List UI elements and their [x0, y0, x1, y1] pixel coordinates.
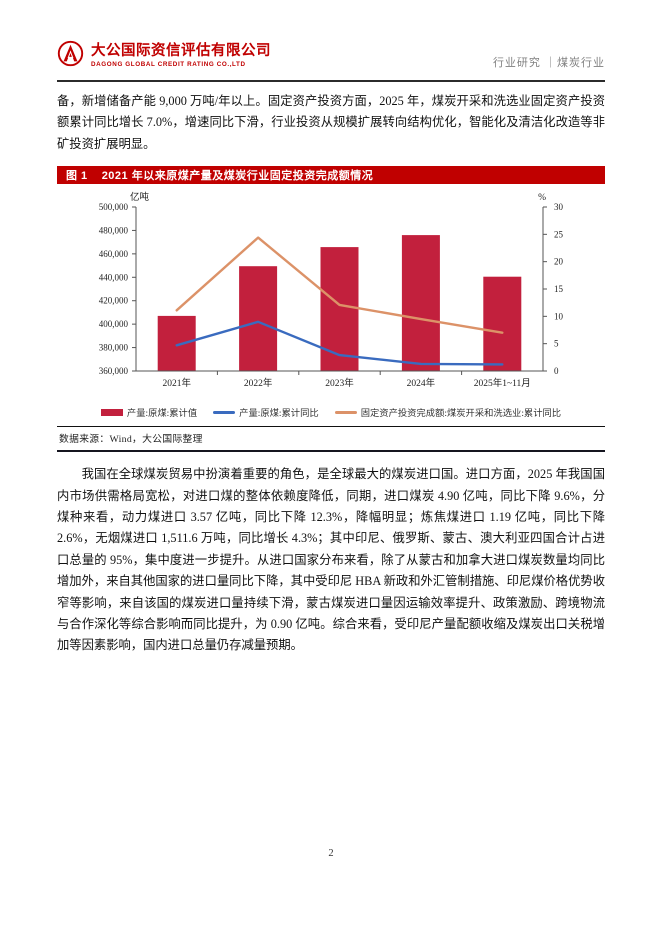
dagong-logo-icon — [57, 40, 84, 72]
figure-title-bar: 图 1 2021 年以来原煤产量及煤炭行业固定投资完成额情况 — [57, 166, 605, 185]
company-name-en: DAGONG GLOBAL CREDIT RATING CO.,LTD — [91, 60, 246, 68]
header-section-label: 行业研究 ｜煤炭行业 — [492, 57, 605, 69]
svg-text:420,000: 420,000 — [99, 296, 129, 306]
svg-text:亿吨: 亿吨 — [130, 191, 150, 203]
legend-label: 产量:原煤:累计同比 — [239, 409, 319, 420]
svg-text:%: % — [538, 193, 546, 203]
svg-text:460,000: 460,000 — [99, 249, 129, 259]
legend-line-swatch — [213, 410, 236, 414]
svg-text:20: 20 — [554, 257, 564, 267]
svg-text:15: 15 — [554, 284, 564, 294]
figure1-chart-area: 360,000 380,000 400,000 420,000 440,000 460,0… — [57, 190, 605, 400]
svg-text:0: 0 — [554, 366, 559, 376]
company-name-block: 大公国际资信评估有限公司 DAGONG GLOBAL CREDIT RATING… — [91, 44, 271, 68]
company-brand: 大公国际资信评估有限公司 DAGONG GLOBAL CREDIT RATING… — [57, 40, 271, 72]
svg-text:380,000: 380,000 — [99, 343, 129, 353]
svg-text:2024年: 2024年 — [407, 377, 436, 389]
svg-text:480,000: 480,000 — [99, 226, 129, 236]
svg-text:2023年: 2023年 — [325, 377, 354, 389]
svg-text:2025年1~11月: 2025年1~11月 — [474, 377, 531, 389]
svg-text:400,000: 400,000 — [99, 319, 129, 329]
svg-text:500,000: 500,000 — [99, 202, 129, 212]
svg-text:2022年: 2022年 — [244, 377, 273, 389]
legend-item: 产量:原煤:累计同比 — [213, 405, 319, 419]
legend-bar-swatch — [100, 408, 123, 416]
figure-source-text: 数据来源：Wind，大公国际整理 — [59, 434, 203, 446]
svg-text:25: 25 — [554, 230, 564, 240]
figure-source-block: 数据来源：Wind，大公国际整理 — [57, 426, 605, 453]
legend-item: 固定资产投资完成额:煤炭开采和洗选业:累计同比 — [334, 405, 562, 420]
svg-text:440,000: 440,000 — [99, 273, 129, 283]
legend-item: 产量:原煤:累计值 — [100, 405, 198, 420]
header-divider — [57, 80, 605, 82]
body-paragraph-1: 备，新增储备产能 9,000 万吨/年以上。固定资产投资方面，2025 年，煤炭… — [57, 94, 605, 151]
page-number: 2 — [328, 848, 334, 859]
figure1-chart: 360,000 380,000 400,000 420,000 440,000 460,0… — [99, 191, 564, 389]
svg-text:30: 30 — [554, 202, 564, 212]
body-paragraph-2: 我国在全球煤炭贸易中扮演着重要的角色，是全球最大的煤炭进口国。进口方面，2025… — [57, 467, 605, 653]
legend-label: 固定资产投资完成额:煤炭开采和洗选业:累计同比 — [360, 409, 562, 420]
company-name-zh: 大公国际资信评估有限公司 — [91, 43, 271, 60]
legend-label: 产量:原煤:累计值 — [126, 409, 198, 420]
page-header: 大公国际资信评估有限公司 DAGONG GLOBAL CREDIT RATING… — [57, 40, 605, 78]
figure-number-label: 图 1 — [66, 170, 88, 183]
chart-legend: 产量:原煤:累计值 产量:原煤:累计同比 固定资产投资完成额:煤炭开采和洗选业:累计… — [57, 405, 605, 419]
figure-title: 2021 年以来原煤产量及煤炭行业固定投资完成额情况 — [101, 170, 374, 183]
svg-text:10: 10 — [554, 312, 564, 322]
legend-line-swatch — [334, 410, 357, 414]
svg-text:5: 5 — [554, 339, 559, 349]
svg-text:2021年: 2021年 — [162, 377, 191, 389]
figure-1: 图 1 2021 年以来原煤产量及煤炭行业固定投资完成额情况 360,000 38… — [57, 166, 605, 453]
svg-text:360,000: 360,000 — [99, 366, 129, 376]
